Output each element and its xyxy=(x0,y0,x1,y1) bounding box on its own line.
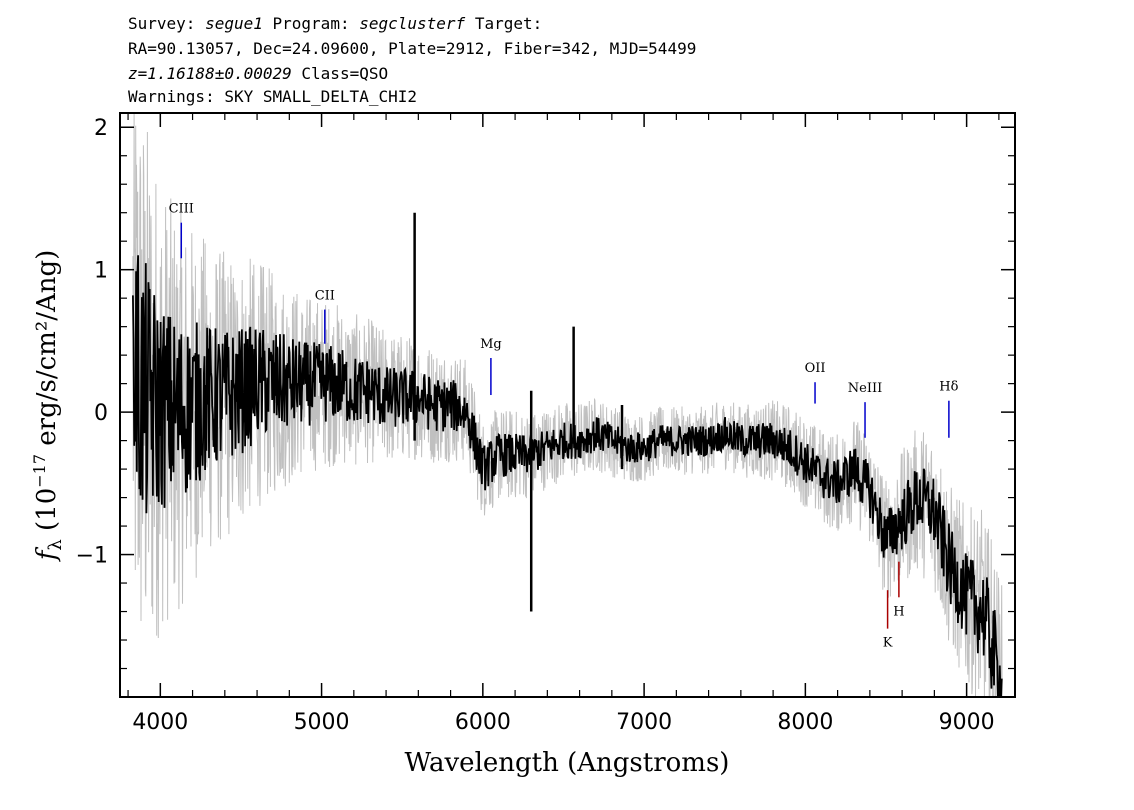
y-axis-title-sub: λ xyxy=(45,539,66,550)
plot-area: CIII CII Mg OII NeIII Hδ K H xyxy=(132,113,1003,697)
y-axis-title-main: (10 xyxy=(32,488,62,540)
header-line-2: RA=90.13057, Dec=24.09600, Plate=2912, F… xyxy=(128,39,697,58)
target-label: Target: xyxy=(474,14,543,33)
y-tick-label: −1 xyxy=(76,544,108,569)
redshift-value: z=1.16188±0.00029 xyxy=(128,64,292,83)
y-axis-title: fλ (10−17 erg/s/cm²/Ang) xyxy=(30,250,66,563)
marker-h-label: H xyxy=(893,604,904,619)
x-tick-label: 6000 xyxy=(455,710,511,735)
marker-ciii-label: CIII xyxy=(169,202,194,217)
x-axis-title: Wavelength (Angstroms) xyxy=(405,748,730,778)
flux-trace xyxy=(132,255,1003,697)
x-axis: 4000 5000 6000 7000 8000 9000 xyxy=(127,113,1000,735)
header-line-4: Warnings: SKY SMALL_DELTA_CHI2 xyxy=(128,87,417,106)
x-tick-label: 9000 xyxy=(939,710,995,735)
y-tick-label: 1 xyxy=(94,259,108,284)
x-tick-label: 7000 xyxy=(616,710,672,735)
class-value: Class=QSO xyxy=(301,64,389,83)
header-line-1: Survey: segue1 Program: segclusterf Targ… xyxy=(128,14,542,34)
x-tick-label: 4000 xyxy=(132,710,188,735)
y-axis: −1 0 1 2 xyxy=(76,116,1015,670)
x-tick-label: 5000 xyxy=(294,710,350,735)
survey-value: segue1 xyxy=(205,14,263,33)
x-tick-label: 8000 xyxy=(777,710,833,735)
error-trace xyxy=(132,113,1003,697)
marker-mg-label: Mg xyxy=(480,337,502,352)
marker-oii-label: OII xyxy=(805,361,826,376)
marker-neiii-label: NeIII xyxy=(848,381,882,396)
y-tick-label: 0 xyxy=(94,401,108,426)
y-axis-title-exp: −17 xyxy=(30,454,49,488)
marker-cii-label: CII xyxy=(315,289,335,304)
marker-h-label: Hδ xyxy=(939,380,958,395)
marker-k-label: K xyxy=(883,636,893,651)
program-value: segclusterf xyxy=(359,14,466,33)
plot-frame xyxy=(119,112,1016,698)
y-axis-title-rest: erg/s/cm²/Ang) xyxy=(32,250,62,454)
survey-label: Survey: xyxy=(128,14,196,33)
program-label: Program: xyxy=(272,14,350,33)
header-line-3: z=1.16188±0.00029 Class=QSO xyxy=(128,64,388,84)
y-tick-label: 2 xyxy=(94,116,108,141)
